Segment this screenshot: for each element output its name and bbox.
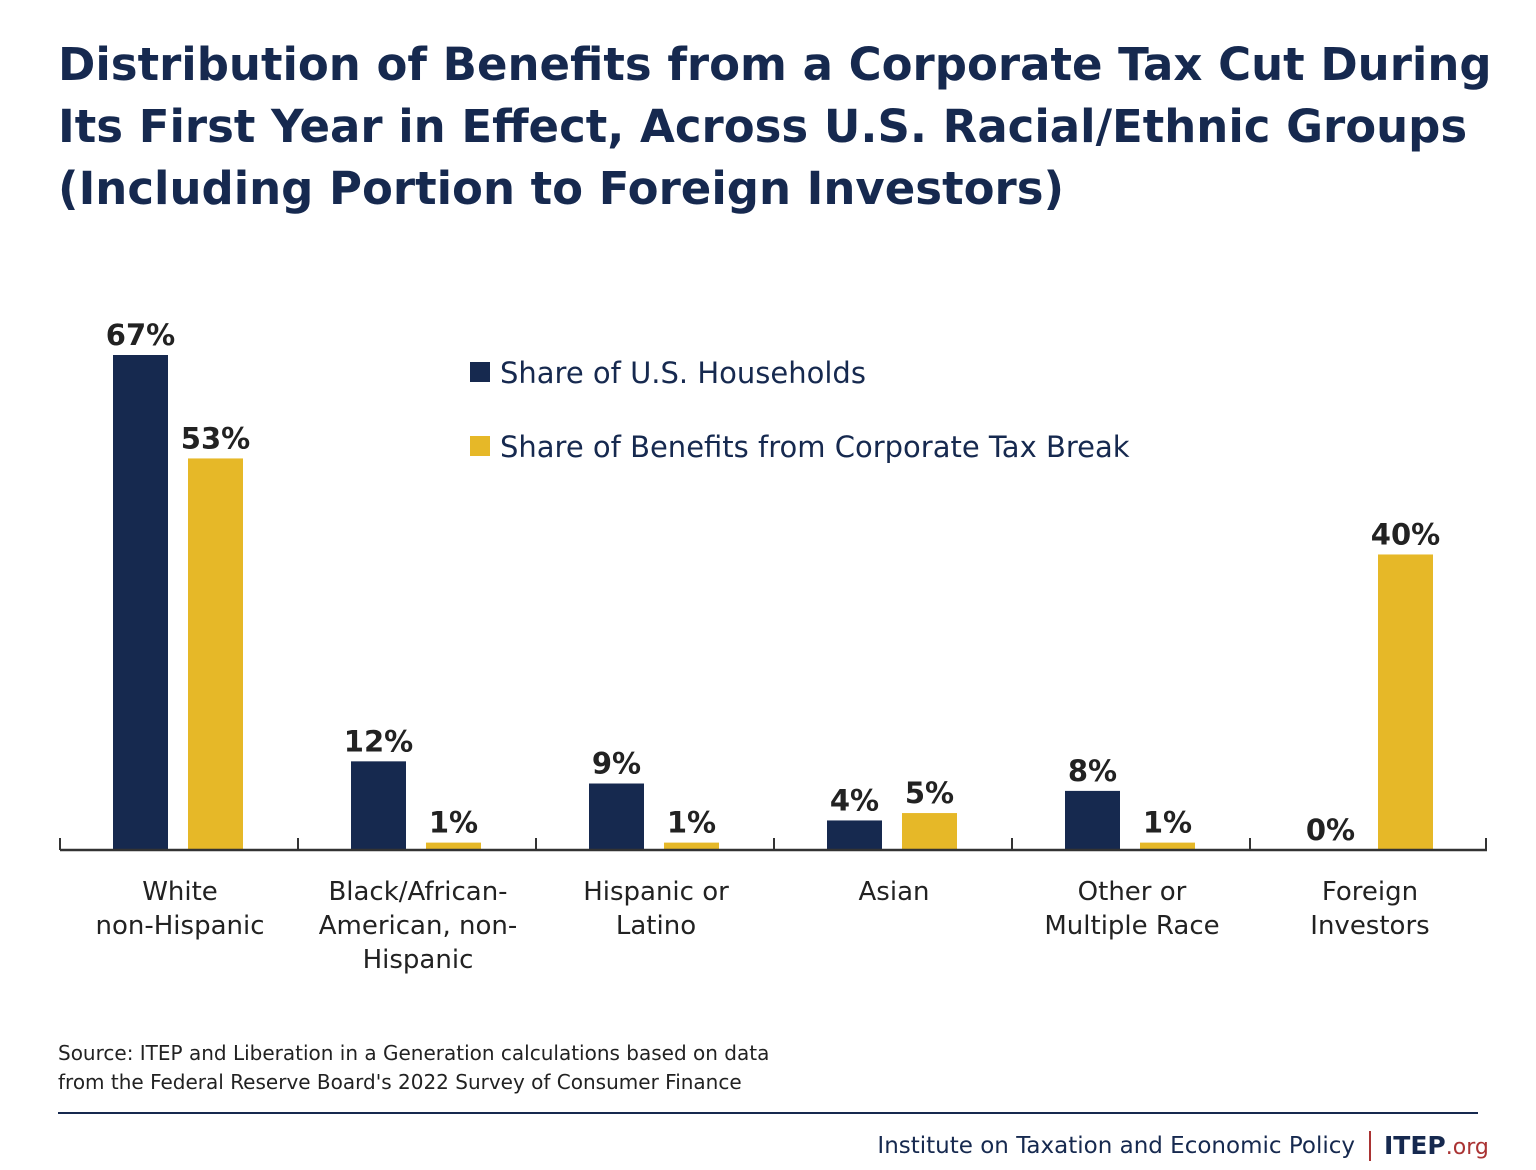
bar-households [113, 355, 168, 850]
data-label: 67% [106, 318, 175, 352]
data-label: 1% [1143, 806, 1192, 840]
title-line-3: (Including Portion to Foreign Investors) [58, 162, 1064, 215]
category-label: White [142, 877, 218, 907]
bar-households [589, 783, 644, 850]
data-label: 5% [905, 776, 954, 810]
category-label: Other or [1078, 877, 1187, 907]
bar-benefits [1140, 842, 1195, 850]
data-label: 9% [592, 747, 641, 781]
source-line-2: from the Federal Reserve Board's 2022 Su… [58, 1070, 742, 1094]
category-label: non-Hispanic [96, 911, 265, 941]
data-label: 12% [344, 724, 413, 758]
data-label: 4% [830, 783, 879, 817]
data-label: 40% [1371, 517, 1440, 551]
legend-label-benefits: Share of Benefits from Corporate Tax Bre… [500, 430, 1130, 464]
category-label: Hispanic or [583, 877, 729, 907]
footer-org: Institute on Taxation and Economic Polic… [877, 1133, 1355, 1159]
legend-swatch-households [470, 362, 490, 382]
bar-households [827, 820, 882, 850]
legend-swatch-benefits [470, 436, 490, 456]
category-label: Foreign [1322, 877, 1418, 907]
bar-households [351, 761, 406, 850]
data-label: 1% [667, 806, 716, 840]
bar-benefits [664, 842, 719, 850]
source-line-1: Source: ITEP and Liberation in a Generat… [58, 1041, 769, 1065]
data-label: 8% [1068, 754, 1117, 788]
category-label: Multiple Race [1044, 911, 1219, 941]
title-line-2: Its First Year in Effect, Across U.S. Ra… [58, 100, 1467, 153]
legend: Share of U.S. Households Share of Benefi… [470, 356, 1130, 464]
data-label: 53% [181, 421, 250, 455]
category-label: Latino [616, 911, 696, 941]
category-label: Investors [1310, 911, 1429, 941]
category-label: Black/African- [328, 877, 507, 907]
title-line-1: Distribution of Benefits from a Corporat… [58, 38, 1492, 91]
bar-households [1065, 790, 1120, 850]
category-label: American, non- [319, 911, 518, 941]
bar-benefits [426, 842, 481, 850]
legend-label-households: Share of U.S. Households [500, 356, 866, 390]
category-label: Hispanic [363, 945, 474, 975]
bar-benefits [1378, 554, 1433, 850]
bar-benefits [902, 813, 957, 850]
bars: 67% 53% White non-Hispanic 12% 1% Black/Africa… [96, 318, 1441, 975]
category-label: Asian [859, 877, 930, 907]
bar-benefits [188, 458, 243, 850]
x-ticks [59, 838, 1487, 850]
itep-logo: ITEP.org [1384, 1131, 1489, 1160]
data-label: 1% [429, 806, 478, 840]
data-label: 0% [1306, 813, 1355, 847]
